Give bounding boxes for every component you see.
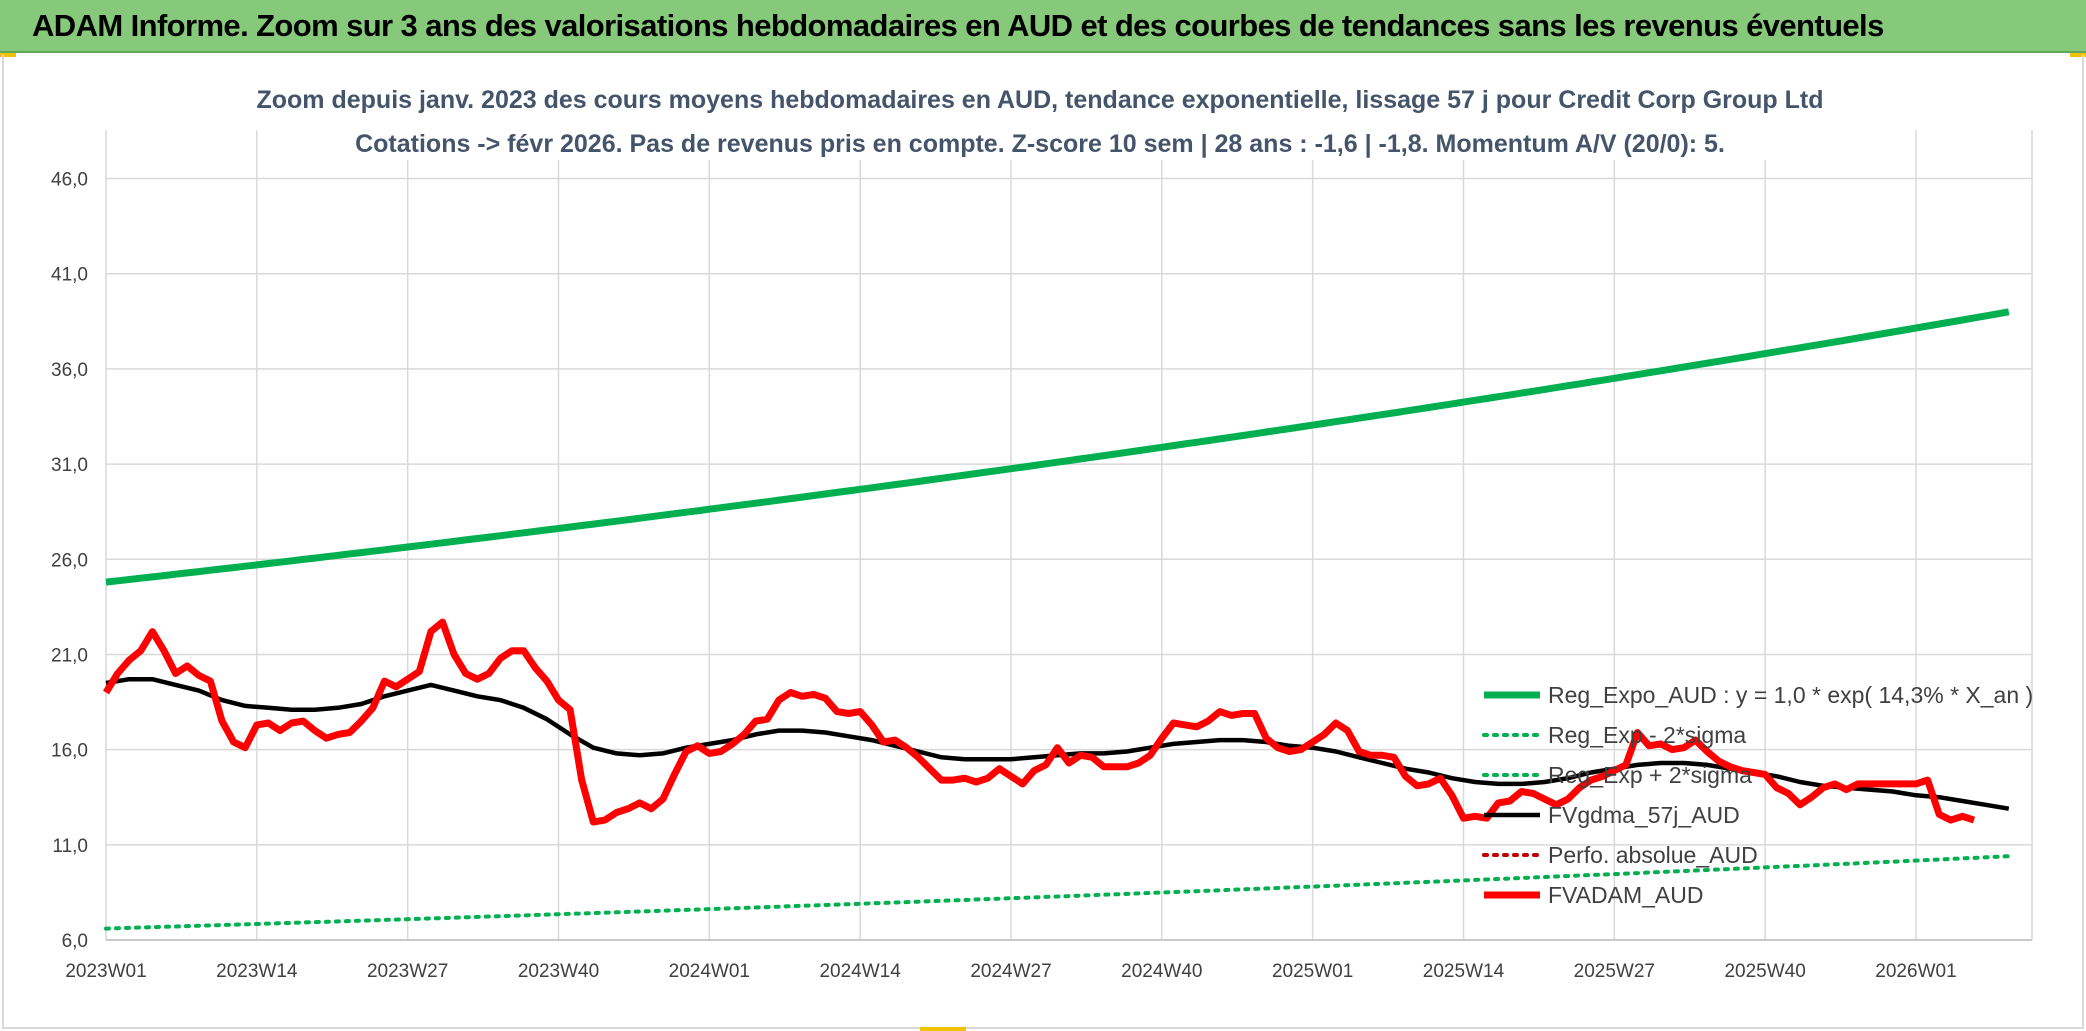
y-tick-label: 26,0 — [51, 550, 88, 571]
chart-series — [103, 308, 2011, 931]
series-line-3 — [105, 676, 2010, 811]
y-tick-label: 41,0 — [51, 265, 88, 286]
x-tick-label: 2023W40 — [518, 961, 599, 982]
y-tick-label: 31,0 — [51, 455, 88, 476]
legend-label: FVgdma_57j_AUD — [1548, 802, 1740, 828]
report-banner: ADAM Informe. Zoom sur 3 ans des valoris… — [0, 0, 2086, 53]
chart-title-line-1: Zoom depuis janv. 2023 des cours moyens … — [256, 86, 1823, 114]
legend-label: Reg_Expo_AUD : y = 1,0 * exp( 14,3% * X_… — [1548, 682, 2033, 708]
y-tick-label: 36,0 — [51, 360, 88, 381]
series-line-5 — [103, 618, 1976, 826]
x-tick-label: 2023W01 — [65, 961, 146, 982]
legend-label: Reg_Exp - 2*sigma — [1548, 722, 1746, 748]
x-axis: 2023W01 2023W14 2023W27 2023W40 2024W01 2024W… — [65, 961, 1956, 982]
report-title: ADAM Informe. Zoom sur 3 ans des valoris… — [32, 8, 1884, 43]
frame-corner-left — [0, 53, 16, 57]
chart-grid — [105, 130, 2033, 941]
frame-corner-bottom — [920, 1027, 966, 1031]
x-tick-label: 2025W01 — [1272, 961, 1353, 982]
x-tick-label: 2025W14 — [1423, 961, 1505, 982]
series-line-1 — [104, 854, 2011, 931]
y-tick-label: 46,0 — [51, 170, 88, 191]
x-tick-label: 2024W14 — [819, 961, 901, 982]
chart-title-background — [300, 78, 1780, 160]
chart-title-line-2: Cotations -> févr 2026. Pas de revenus p… — [355, 130, 1725, 158]
y-tick-label: 21,0 — [51, 645, 88, 666]
legend-label: Reg_Exp + 2*sigma — [1548, 762, 1752, 788]
y-axis: 46,0 41,0 36,0 31,0 26,0 21,0 16,0 11,0 6,0 — [51, 170, 88, 952]
y-tick-label: 11,0 — [52, 836, 88, 857]
legend-label: FVADAM_AUD — [1548, 882, 1704, 908]
x-tick-label: 2024W40 — [1121, 961, 1202, 982]
y-tick-label: 16,0 — [51, 741, 88, 762]
x-tick-label: 2023W27 — [367, 961, 448, 982]
x-tick-label: 2024W01 — [669, 961, 750, 982]
x-tick-label: 2025W40 — [1724, 961, 1805, 982]
chart-legend: Reg_Expo_AUD : y = 1,0 * exp( 14,3% * X_… — [1482, 682, 2033, 908]
x-tick-label: 2023W14 — [216, 961, 298, 982]
x-tick-label: 2026W01 — [1875, 961, 1956, 982]
y-tick-label: 6,0 — [62, 931, 88, 952]
x-tick-label: 2025W27 — [1574, 961, 1655, 982]
chart-area — [2, 55, 2084, 1029]
legend-label: Perfo. absolue_AUD — [1548, 842, 1758, 868]
series-line-0 — [105, 308, 2010, 586]
frame-corner-right — [2070, 53, 2086, 57]
x-tick-label: 2024W27 — [970, 961, 1051, 982]
